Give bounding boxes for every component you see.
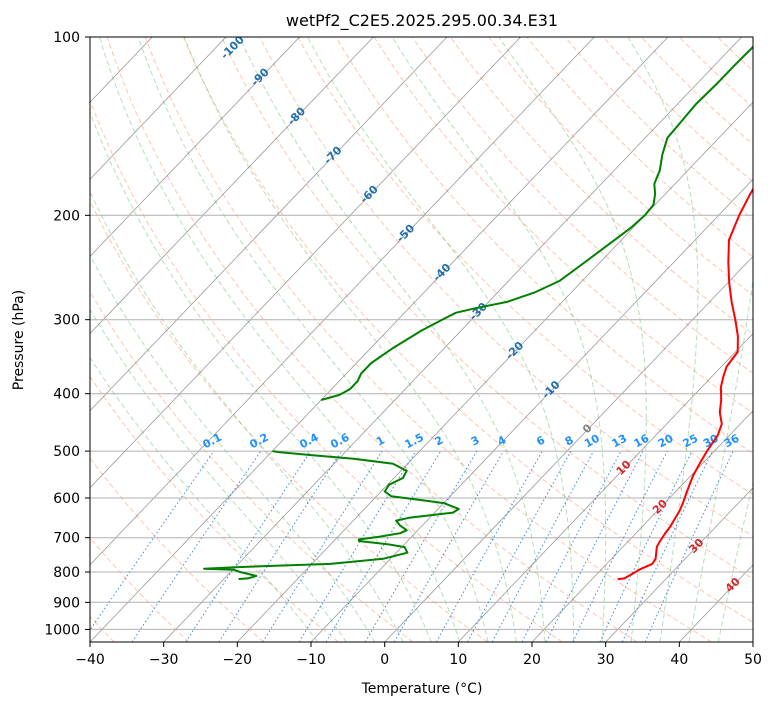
dry-adiabat: [297, 37, 753, 496]
y-tick-label: 600: [53, 491, 80, 507]
x-axis-label: Temperature (°C): [361, 681, 483, 697]
chart-title: wetPf2_C2E5.2025.295.00.34.E31: [286, 11, 558, 31]
dry-adiabat: [90, 99, 563, 642]
y-tick-label: 500: [53, 444, 80, 460]
mixing-ratio-line: [90, 450, 215, 631]
mixing-ratio-line: [435, 450, 543, 642]
mixing-ratio-line: [545, 450, 644, 642]
dewpoint_upper-profile: [320, 45, 753, 401]
isotherm: [458, 332, 753, 642]
x-tick-label: 0: [380, 652, 389, 668]
mixing-ratio-label: 20: [656, 432, 676, 451]
temperature-profile: [617, 187, 753, 581]
dry-adiabat: [602, 37, 753, 183]
mixing-ratio-label: 13: [610, 432, 630, 451]
mixing-ratio-line: [131, 450, 262, 642]
dry-adiabat: [90, 290, 414, 642]
isotherm: [90, 37, 595, 566]
isotherm: [90, 37, 374, 335]
mixing-ratio-line: [572, 450, 668, 642]
x-tick-label: 50: [744, 652, 762, 668]
moist-adiabat: [90, 308, 347, 642]
isotherm: [90, 37, 300, 258]
y-tick-label: 300: [53, 313, 80, 329]
moist-adiabat: [90, 254, 376, 642]
isotherm: [605, 487, 753, 642]
mixing-ratio-line: [467, 450, 572, 642]
y-axis-label: Pressure (hPa): [11, 290, 27, 390]
y-tick-label: 900: [53, 595, 80, 611]
axis-ticks: −40 −30 −20 −10 0 10 20 30 40 50 100 200 300 400 500 60…: [44, 30, 762, 668]
background-lines: [90, 37, 753, 642]
moist-adiabat: [627, 37, 699, 642]
mixing-ratio-label: 16: [632, 432, 652, 451]
moist-adiabat: [239, 37, 546, 642]
profiles: [203, 45, 753, 581]
isotherm: [237, 101, 753, 642]
moist-adiabat: [137, 37, 489, 642]
mixing-ratio-label: 25: [681, 432, 701, 451]
x-tick-label: −40: [75, 652, 105, 668]
isotherm: [90, 37, 521, 489]
dry-adiabat: [411, 37, 753, 374]
isotherm: [531, 410, 753, 642]
mixing-ratio-label: 10: [582, 432, 602, 451]
mixing-ratio-line: [185, 450, 312, 642]
moist-adiabat: [307, 37, 575, 642]
isotherm: [90, 37, 448, 412]
y-tick-label: 700: [53, 531, 80, 547]
mixing-ratio-label: 36: [722, 432, 742, 451]
dry-adiabat: [90, 537, 190, 642]
isotherm: [384, 255, 753, 642]
dewpoint-profile: [203, 450, 460, 580]
x-tick-label: −20: [223, 652, 253, 668]
moist-adiabat: [99, 37, 461, 642]
mixing-ratio-line: [218, 450, 343, 642]
y-tick-label: 800: [53, 565, 80, 581]
dry-adiabat: [373, 37, 753, 414]
moist-adiabat: [90, 110, 432, 642]
moist-adiabat: [90, 190, 404, 642]
moist-adiabat: [90, 356, 319, 642]
isotherm: [90, 37, 227, 180]
moist-adiabat: [498, 37, 647, 642]
x-tick-label: 20: [523, 652, 541, 668]
y-tick-label: 400: [53, 387, 80, 403]
y-tick-label: 1000: [44, 622, 80, 638]
dry-adiabat: [488, 37, 753, 296]
dry-adiabat: [221, 37, 753, 580]
isotherm: [90, 37, 669, 642]
x-tick-label: −30: [149, 652, 179, 668]
x-tick-label: 10: [449, 652, 467, 668]
y-tick-label: 200: [53, 208, 80, 224]
dry-adiabat: [526, 37, 753, 258]
plot-frame: [89, 36, 754, 643]
dry-adiabat: [183, 37, 753, 623]
moist-adiabat: [688, 37, 753, 642]
dry-adiabat: [90, 457, 264, 642]
x-tick-label: 40: [670, 652, 688, 668]
x-tick-label: 30: [597, 652, 615, 668]
dry-adiabat: [259, 37, 753, 537]
moist-adiabat: [183, 37, 517, 642]
moist-adiabat: [717, 480, 753, 642]
isotherm: [310, 178, 753, 642]
mixing-ratio-line: [491, 450, 595, 642]
isotherm: [163, 37, 742, 642]
y-tick-label: 100: [53, 30, 80, 46]
x-tick-label: −10: [296, 652, 326, 668]
